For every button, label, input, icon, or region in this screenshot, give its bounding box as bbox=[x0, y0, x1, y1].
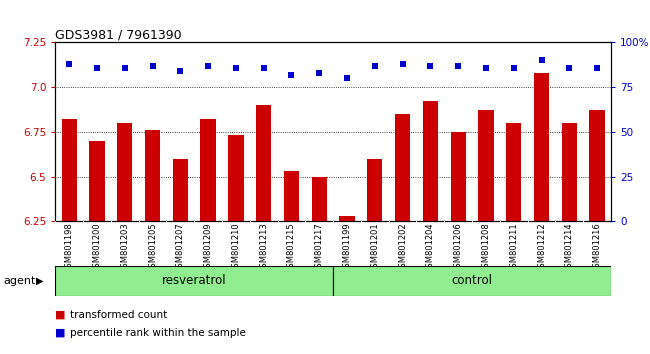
Text: GSM801203: GSM801203 bbox=[120, 223, 129, 273]
Text: transformed count: transformed count bbox=[70, 310, 167, 320]
Point bbox=[120, 65, 130, 70]
Text: GSM801214: GSM801214 bbox=[565, 223, 574, 273]
Bar bbox=[117, 123, 133, 221]
Text: GSM801211: GSM801211 bbox=[509, 223, 518, 273]
Point bbox=[342, 75, 352, 81]
Bar bbox=[506, 123, 521, 221]
FancyBboxPatch shape bbox=[55, 266, 333, 296]
Text: GSM801205: GSM801205 bbox=[148, 223, 157, 273]
Point bbox=[286, 72, 296, 78]
Text: GSM801199: GSM801199 bbox=[343, 223, 352, 273]
Bar bbox=[89, 141, 105, 221]
Bar bbox=[256, 105, 271, 221]
Text: ■: ■ bbox=[55, 310, 66, 320]
Point bbox=[397, 61, 408, 67]
Bar bbox=[478, 110, 493, 221]
Point bbox=[314, 70, 324, 76]
Text: GSM801202: GSM801202 bbox=[398, 223, 407, 273]
Bar bbox=[367, 159, 382, 221]
Text: GSM801201: GSM801201 bbox=[370, 223, 380, 273]
Point bbox=[508, 65, 519, 70]
Text: GSM801208: GSM801208 bbox=[482, 223, 491, 273]
Text: GSM801210: GSM801210 bbox=[231, 223, 240, 273]
Bar bbox=[562, 123, 577, 221]
Point bbox=[64, 61, 74, 67]
Point bbox=[425, 63, 436, 69]
Point bbox=[453, 63, 463, 69]
Point bbox=[370, 63, 380, 69]
Point bbox=[92, 65, 102, 70]
Text: GSM801206: GSM801206 bbox=[454, 223, 463, 273]
Bar bbox=[534, 73, 549, 221]
Text: GSM801212: GSM801212 bbox=[537, 223, 546, 273]
Bar bbox=[339, 216, 355, 221]
Text: agent: agent bbox=[3, 275, 36, 286]
Bar bbox=[200, 119, 216, 221]
Point bbox=[148, 63, 158, 69]
Bar bbox=[145, 130, 160, 221]
Text: GDS3981 / 7961390: GDS3981 / 7961390 bbox=[55, 28, 182, 41]
Text: GSM801198: GSM801198 bbox=[64, 223, 73, 273]
Point bbox=[231, 65, 241, 70]
Bar bbox=[422, 102, 438, 221]
Text: resveratrol: resveratrol bbox=[162, 274, 226, 287]
Text: GSM801209: GSM801209 bbox=[203, 223, 213, 273]
Bar bbox=[590, 110, 605, 221]
Text: GSM801216: GSM801216 bbox=[593, 223, 602, 273]
Text: GSM801207: GSM801207 bbox=[176, 223, 185, 273]
Point bbox=[536, 57, 547, 63]
FancyBboxPatch shape bbox=[333, 266, 611, 296]
Text: control: control bbox=[452, 274, 493, 287]
Point bbox=[592, 65, 603, 70]
Text: GSM801200: GSM801200 bbox=[92, 223, 101, 273]
Text: GSM801215: GSM801215 bbox=[287, 223, 296, 273]
Bar bbox=[450, 132, 466, 221]
Text: ■: ■ bbox=[55, 328, 66, 338]
Text: GSM801213: GSM801213 bbox=[259, 223, 268, 273]
Bar bbox=[395, 114, 410, 221]
Point bbox=[481, 65, 491, 70]
Text: percentile rank within the sample: percentile rank within the sample bbox=[70, 328, 246, 338]
Point bbox=[259, 65, 269, 70]
Text: ▶: ▶ bbox=[36, 275, 44, 286]
Bar bbox=[311, 177, 327, 221]
Text: GSM801204: GSM801204 bbox=[426, 223, 435, 273]
Bar bbox=[62, 119, 77, 221]
Bar bbox=[284, 171, 299, 221]
Bar bbox=[173, 159, 188, 221]
Bar bbox=[228, 136, 244, 221]
Text: GSM801217: GSM801217 bbox=[315, 223, 324, 273]
Point bbox=[203, 63, 213, 69]
Point bbox=[564, 65, 575, 70]
Point bbox=[175, 68, 185, 74]
